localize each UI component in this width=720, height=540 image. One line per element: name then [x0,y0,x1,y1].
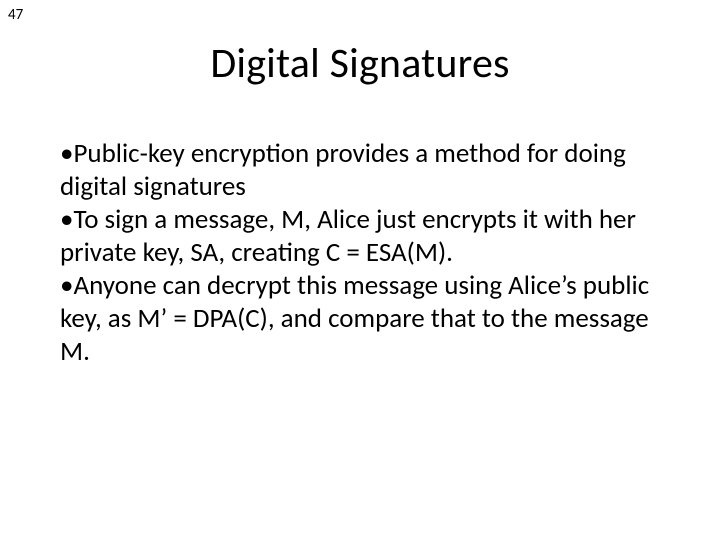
page-number: 47 [8,6,23,24]
bullet-1: •Public-key encryption provides a method… [60,138,670,204]
slide-title: Digital Signatures [0,38,720,89]
slide: 47 Digital Signatures •Public-key encryp… [0,0,720,540]
bullet-3: •Anyone can decrypt this message using A… [60,270,670,369]
bullet-2: •To sign a message, M, Alice just encryp… [60,204,670,270]
slide-body: •Public-key encryption provides a method… [60,138,670,369]
